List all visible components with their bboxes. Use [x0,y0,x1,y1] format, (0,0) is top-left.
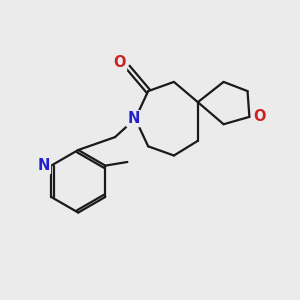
Text: N: N [127,111,140,126]
Text: O: O [253,110,266,124]
Text: N: N [38,158,50,173]
Text: O: O [114,55,126,70]
